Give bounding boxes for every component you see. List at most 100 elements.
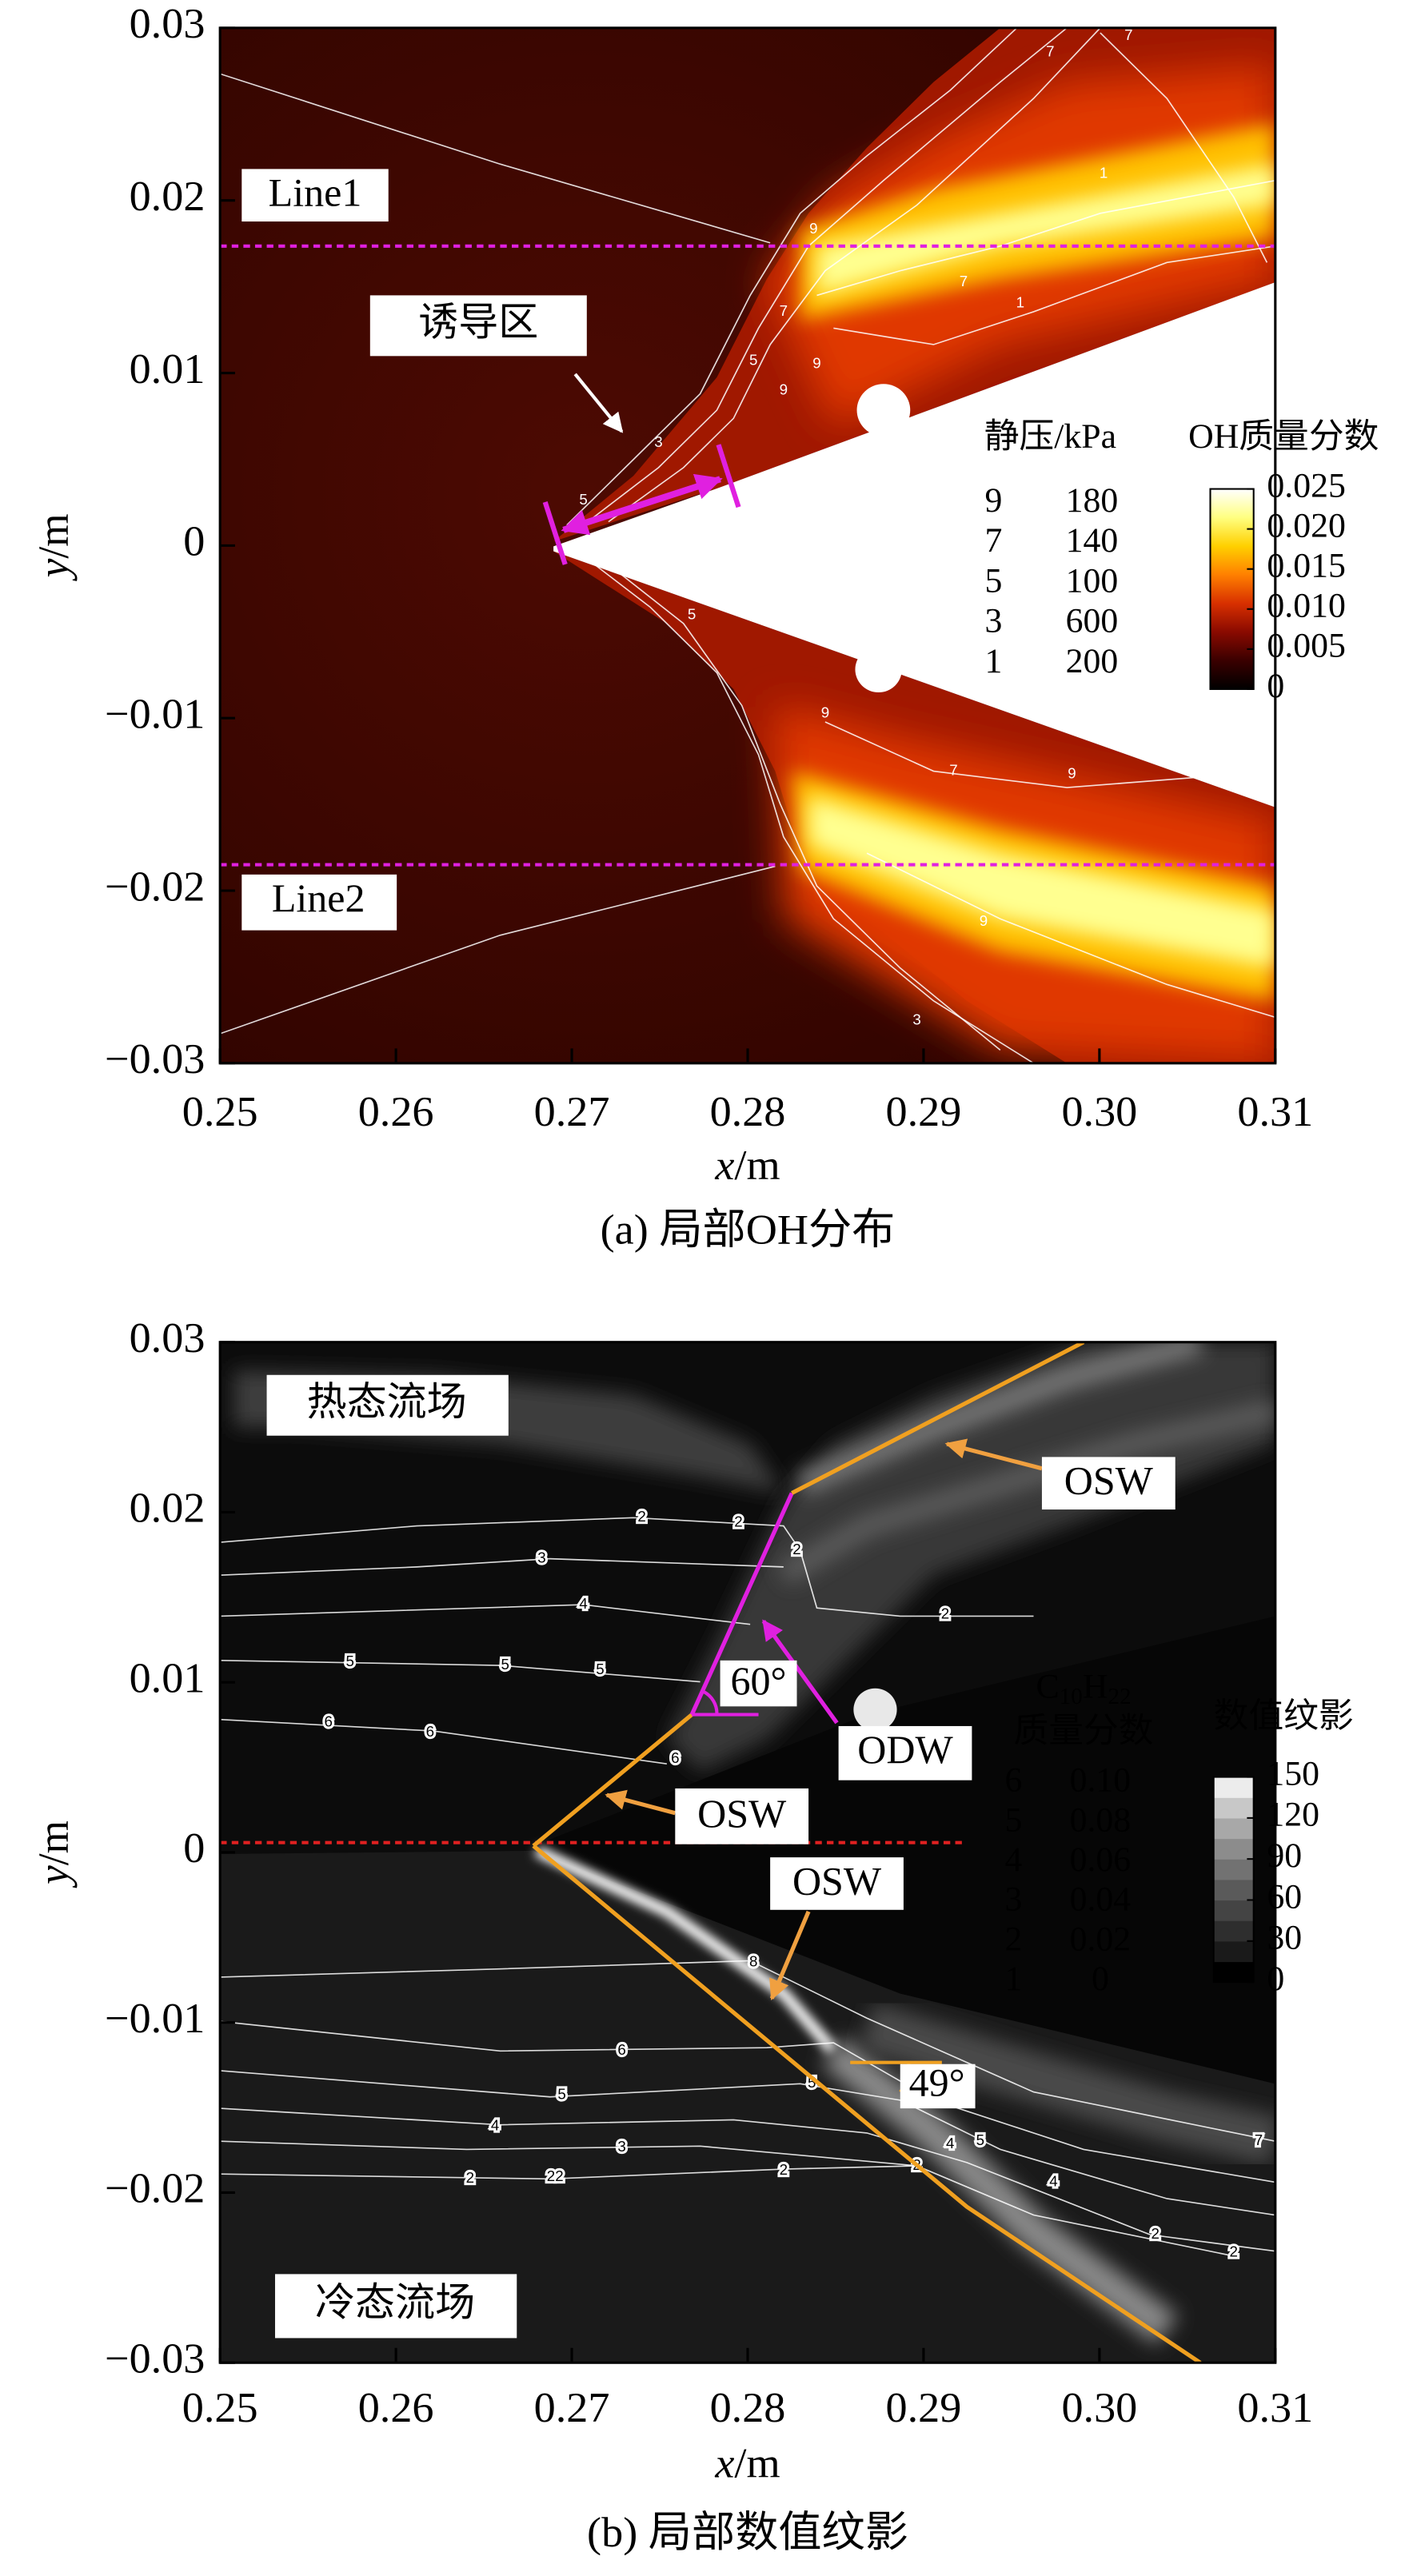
y-axis-label-part: y [30,559,78,582]
colorbar-tick-label: 0 [1267,1960,1284,1998]
legend-value: 0.06 [1070,1840,1132,1879]
label-box [266,1374,509,1436]
y-axis-label-part: /m [30,1820,78,1865]
contour-label: 3 [912,1011,920,1028]
colorbar-tick-label: 60 [1267,1878,1302,1916]
y-tick-label: −0.01 [105,1994,205,2042]
annotation: 诱导区 [418,301,538,345]
colorbar-frame [1209,488,1255,690]
length-bar [716,444,741,508]
contour-line [599,557,1001,1051]
contour-line [566,27,1018,526]
legend-level: 5 [1005,1801,1023,1840]
y-tick-label: 0.01 [130,345,206,393]
legend-value: 200 [1066,642,1119,680]
annotation: Line1 [269,171,362,215]
colorbar-step [1213,1797,1254,1819]
y-tick-label: 0.01 [130,1654,206,1702]
contour-label: 6 [324,1713,332,1730]
label-arrow [605,1789,676,1816]
label-arrow [769,1910,811,2000]
x-axis-label: x/m [714,2439,780,2487]
legend-title-part: 10 [1060,1684,1083,1709]
wedge [553,281,1275,807]
contour-line [220,1960,1275,2142]
legend-value: 0 [1092,1960,1109,1998]
legend-level: 7 [985,522,1003,560]
label-box [241,169,389,222]
upper-streak [777,1399,1275,1585]
wedge [533,1616,1275,2084]
wedge-bump [855,646,902,693]
shock-line [532,1844,1202,2363]
label-box [241,874,397,931]
contour-label: 7 [1124,26,1132,43]
caption: (a) 局部OH分布 [601,1206,896,1254]
contour-line [220,1718,668,1765]
legend-title: 静压/kPa [984,417,1116,456]
contour-label: 6 [671,1749,679,1766]
x-axis-label: x/m [714,1142,780,1190]
contour-label: 2 [941,1605,949,1621]
legend-title-part: 22 [1108,1684,1131,1709]
y-tick-label: −0.02 [105,863,205,911]
x-tick-label: 0.26 [358,2383,434,2431]
annotation: 49° [909,2061,965,2105]
annotation: Line2 [272,876,365,920]
x-tick-label: 0.27 [534,2383,610,2431]
contour-label: 9 [780,381,788,397]
legend-value: 140 [1066,522,1119,560]
angle-arc [702,1690,719,1715]
x-axis-label-part: /m [734,2439,780,2487]
y-tick-label: 0 [183,517,205,565]
x-axis-label-part: x [714,1142,734,1190]
legend-level: 5 [985,562,1003,600]
label-arrow [761,1619,839,1725]
contour-label: 5 [688,606,696,623]
contour-line [220,2140,1234,2257]
legend-level: 3 [985,602,1003,640]
colorbar-tick-label: 30 [1267,1919,1302,1957]
colorbar-step [1213,1900,1254,1921]
contour-label: 7 [1255,2131,1263,2148]
colorbar-step [1213,1920,1254,1942]
label-box [274,2274,517,2339]
contour-line [866,852,1275,1019]
contour-label: 5 [501,1656,509,1673]
annotation: 冷态流场 [315,2281,475,2325]
contour-line [220,2107,1275,2252]
legend-title-part: C [1036,1668,1059,1706]
colorbar-tick-label: 90 [1267,1836,1302,1875]
contour-line [816,179,1275,297]
contour-label: 5 [976,2131,984,2148]
legend-value: 0.08 [1070,1801,1132,1840]
legend-subtitle: 质量分数 [1014,1712,1154,1750]
contour-line [799,1550,1034,1617]
legend-value: 600 [1066,602,1119,640]
colorbar-tick-label: 0.015 [1267,547,1345,585]
x-tick-label: 0.29 [886,2383,962,2431]
y-tick-label: 0.02 [130,172,206,220]
colorbar-tick-label: 0.025 [1267,467,1345,505]
contour-label: 9 [1068,765,1076,782]
contour-label: 6 [617,2041,625,2058]
x-tick-label: 0.30 [1061,2383,1137,2431]
contour-line [583,27,1068,526]
contour-line [574,548,1034,1063]
colorbar-step [1213,1961,1254,1983]
colorbar-tick-label: 150 [1267,1755,1319,1793]
colorbar-tick-label: 0.010 [1267,587,1345,625]
x-tick-label: 0.27 [534,1087,610,1135]
contour-label: 2 [780,2161,788,2178]
legend-level: 9 [985,481,1003,520]
legend-level: 1 [1005,1960,1023,1998]
wedge-bump [853,1688,897,1732]
y-tick-label: −0.01 [105,690,205,738]
contour-line [824,721,1275,788]
contour-label: 2 [1229,2243,1237,2260]
annotation: OSW [792,1860,881,1904]
contour-line [220,1517,801,1551]
contour-label: 5 [557,2086,565,2103]
annotation: 60° [731,1659,787,1703]
